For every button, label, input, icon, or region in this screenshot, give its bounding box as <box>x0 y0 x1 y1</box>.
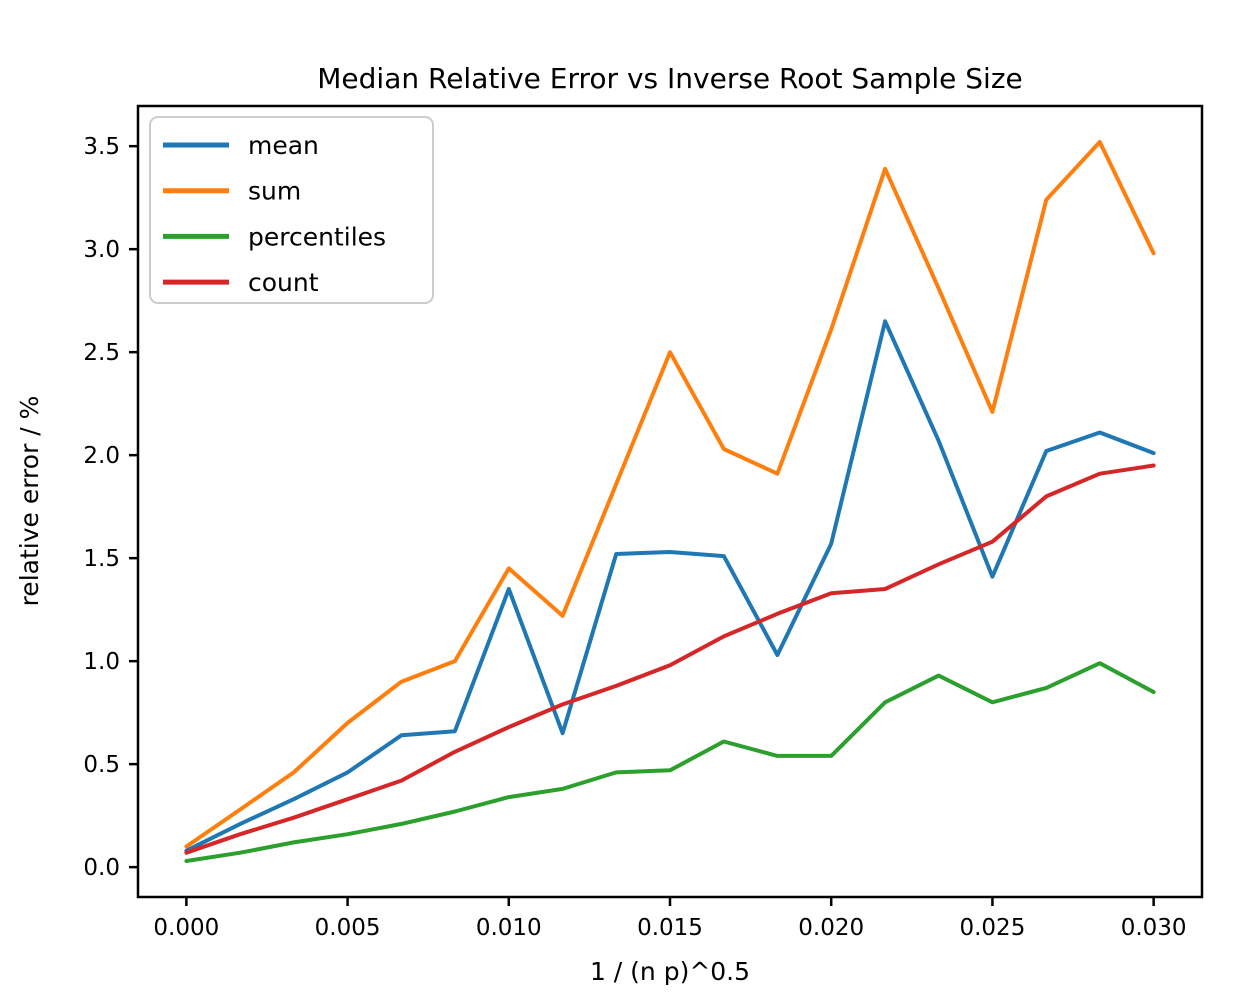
legend-label-percentiles: percentiles <box>248 222 386 251</box>
legend: mean sum percentiles count <box>149 116 434 304</box>
x-tick-label: 0.000 <box>153 915 219 941</box>
y-tick-label: 3.0 <box>83 237 120 263</box>
series-line-mean <box>184 319 1156 853</box>
y-axis-label: relative error / % <box>15 396 44 607</box>
series-lines <box>184 140 1156 863</box>
y-tick-label: 1.5 <box>83 546 120 572</box>
x-tick-label: 0.015 <box>637 915 703 941</box>
y-tick-label: 0.5 <box>83 752 120 778</box>
series-line-count <box>184 463 1156 855</box>
y-tick-label: 2.5 <box>83 340 120 366</box>
x-tick-label: 0.010 <box>476 915 542 941</box>
axes-ticks: 0.000 0.005 0.010 0.015 0.020 0.025 0.030 0.0 0.… <box>83 134 1186 941</box>
legend-label-mean: mean <box>248 131 319 160</box>
x-tick-label: 0.005 <box>315 915 381 941</box>
legend-label-sum: sum <box>248 177 301 206</box>
y-tick-label: 3.5 <box>83 134 120 160</box>
chart-title: Median Relative Error vs Inverse Root Sa… <box>317 62 1023 95</box>
y-tick-label: 2.0 <box>83 443 120 469</box>
y-tick-label: 1.0 <box>83 649 120 675</box>
x-axis-label: 1 / (n p)^0.5 <box>590 957 750 986</box>
series-line-sum <box>184 140 1156 849</box>
series-line-percentiles <box>184 661 1156 863</box>
x-tick-label: 0.025 <box>959 915 1025 941</box>
x-tick-label: 0.030 <box>1121 915 1187 941</box>
y-tick-label: 0.0 <box>83 855 120 881</box>
x-tick-label: 0.020 <box>798 915 864 941</box>
legend-box <box>149 116 434 304</box>
legend-label-count: count <box>248 268 319 297</box>
